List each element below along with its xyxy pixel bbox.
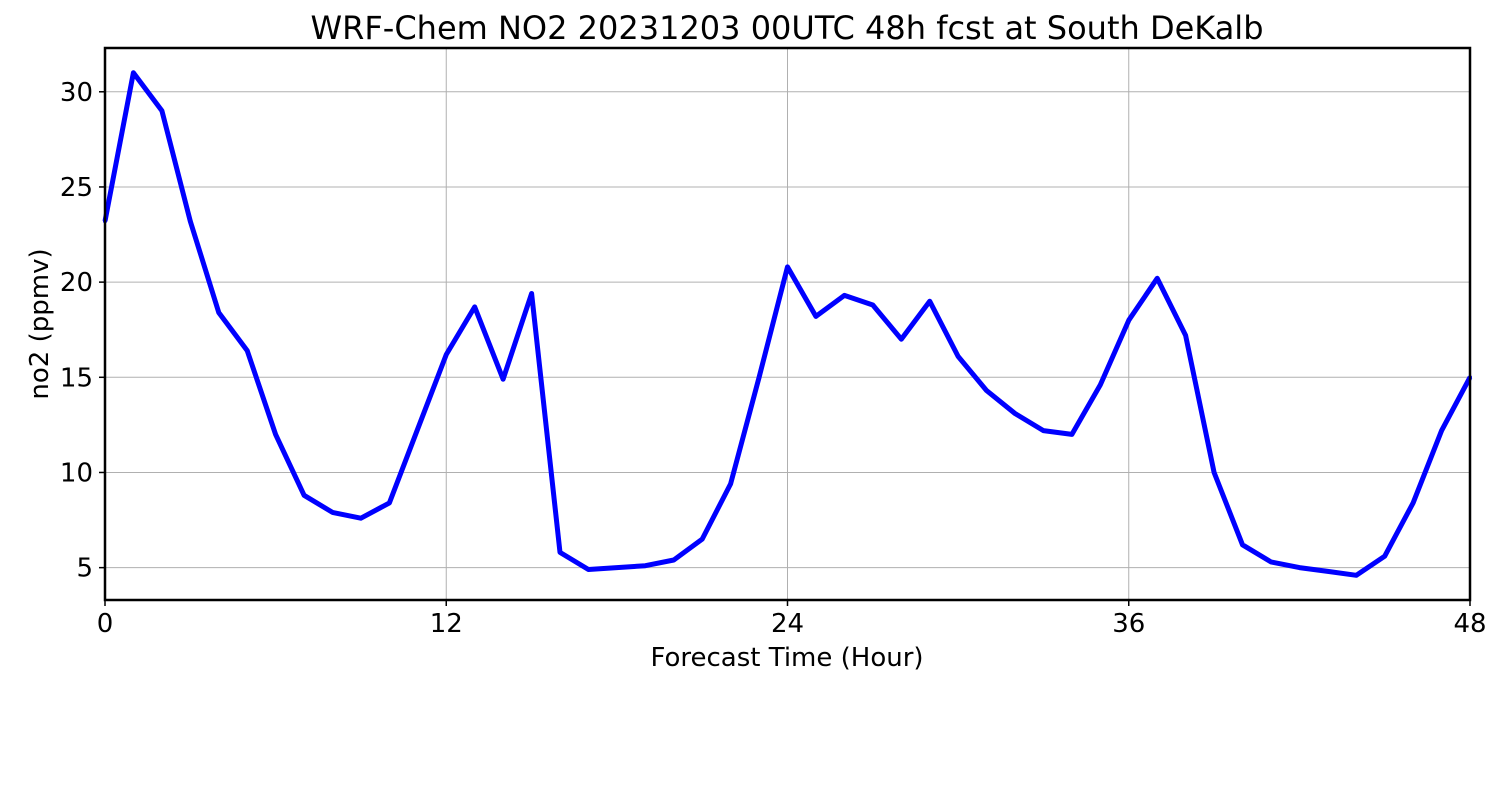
data-point [415,426,420,431]
x-tick-label: 24 [771,609,804,639]
data-point [501,377,506,382]
data-point [358,516,363,521]
data-point [643,563,648,568]
data-point [614,565,619,570]
data-point [700,537,705,542]
data-point [813,314,818,319]
data-point [273,432,278,437]
x-tick-label: 12 [430,609,463,639]
data-point [245,348,250,353]
axis-ticks: 0 12 24 36 48 5 10 15 20 25 30 [60,78,1487,639]
data-point [387,500,392,505]
data-point [1439,428,1444,433]
data-point [899,337,904,342]
data-point [529,291,534,296]
data-point [1013,411,1017,416]
data-point [131,70,136,75]
data-point [870,302,875,307]
data-point [1126,318,1131,323]
data-point [444,352,449,357]
data-point [1183,333,1188,338]
data-point [1297,565,1302,570]
data-point [216,310,221,315]
y-tick-label: 25 [60,173,93,203]
data-point [1411,500,1416,505]
data-point [1098,382,1103,387]
data-point [159,108,164,113]
data-point [927,299,932,304]
x-tick-label: 0 [97,609,114,639]
data-point [1354,573,1359,578]
y-tick-label: 5 [76,554,93,584]
y-tick-label: 15 [60,363,93,393]
data-point [956,354,961,359]
data-point [1382,554,1387,559]
data-point [1240,542,1245,547]
y-tick-label: 30 [60,78,93,108]
data-point [586,567,591,572]
y-tick-label: 10 [60,458,93,488]
data-point [302,493,307,498]
data-point [671,558,676,563]
data-point [330,510,335,515]
data-point [1155,276,1160,281]
data-point [1268,559,1273,564]
data-point [472,304,477,309]
data-point [785,264,790,269]
data-point [757,375,762,380]
chart-title: WRF-Chem NO2 20231203 00UTC 48h fcst at … [311,9,1264,47]
x-tick-label: 48 [1453,609,1486,639]
data-point [1212,470,1217,475]
x-axis-label: Forecast Time (Hour) [650,643,923,673]
data-point [188,219,193,224]
data-point [1041,428,1046,433]
data-point [728,481,733,486]
y-tick-label: 20 [60,268,93,298]
data-point [1069,432,1074,437]
x-tick-label: 36 [1112,609,1145,639]
data-point [984,388,989,393]
data-point [842,293,847,298]
y-axis-label: no2 (ppmv) [25,248,55,399]
data-point [558,550,562,555]
data-point [1325,569,1330,574]
